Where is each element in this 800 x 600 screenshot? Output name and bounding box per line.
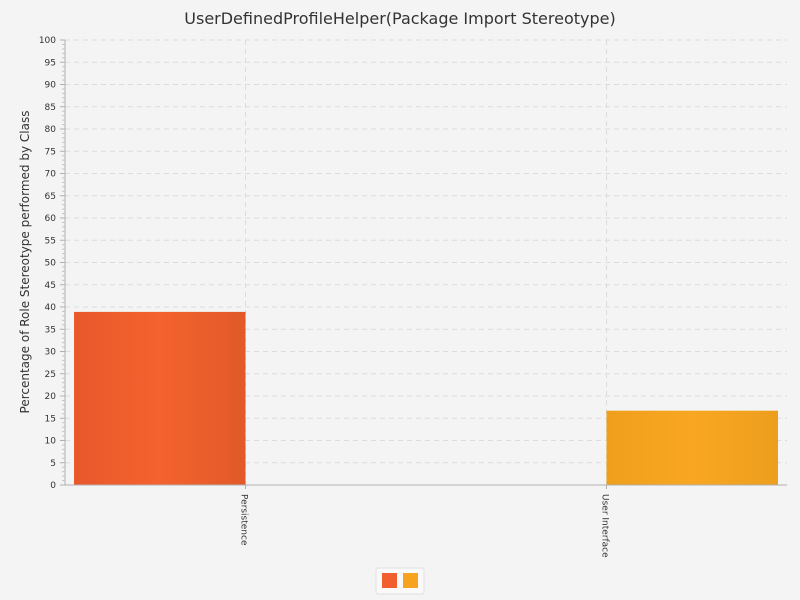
y-tick-label: 5 (50, 459, 56, 469)
legend-swatch (382, 573, 397, 588)
y-axis-label: Percentage of Role Stereotype performed … (18, 111, 32, 414)
y-tick-label: 75 (45, 147, 56, 157)
y-ticks: 0 5 10 15 20 25 30 35 40 45 50 55 60 65 70 75 80 85 90 95 10… (39, 36, 65, 491)
y-tick-label: 45 (45, 281, 56, 291)
bars (74, 311, 778, 485)
y-tick-label: 30 (45, 348, 57, 358)
y-tick-label: 60 (45, 214, 57, 224)
legend (375, 567, 425, 595)
bar (606, 410, 778, 485)
legend-swatch (403, 573, 418, 588)
y-tick-label: 100 (39, 36, 56, 46)
y-tick-label: 40 (45, 303, 57, 313)
y-tick-label: 20 (45, 392, 57, 402)
y-tick-label: 10 (45, 437, 57, 447)
x-category-label: Persistence (239, 494, 249, 546)
y-tick-label: 35 (45, 325, 56, 335)
x-category-label: User Interface (600, 494, 610, 558)
x-categories: Persistence User Interface (239, 485, 610, 558)
y-tick-label: 50 (45, 259, 57, 269)
y-tick-label: 90 (45, 81, 57, 91)
y-tick-label: 80 (45, 125, 57, 135)
chart-title: UserDefinedProfileHelper(Package Import … (184, 9, 615, 28)
y-tick-label: 15 (45, 414, 56, 424)
bar (74, 311, 246, 485)
y-tick-label: 55 (45, 236, 56, 246)
y-tick-label: 65 (45, 192, 56, 202)
y-tick-label: 0 (50, 481, 56, 491)
y-tick-label: 70 (45, 170, 57, 180)
y-tick-label: 85 (45, 103, 56, 113)
y-tick-label: 95 (45, 58, 56, 68)
y-tick-label: 25 (45, 370, 56, 380)
